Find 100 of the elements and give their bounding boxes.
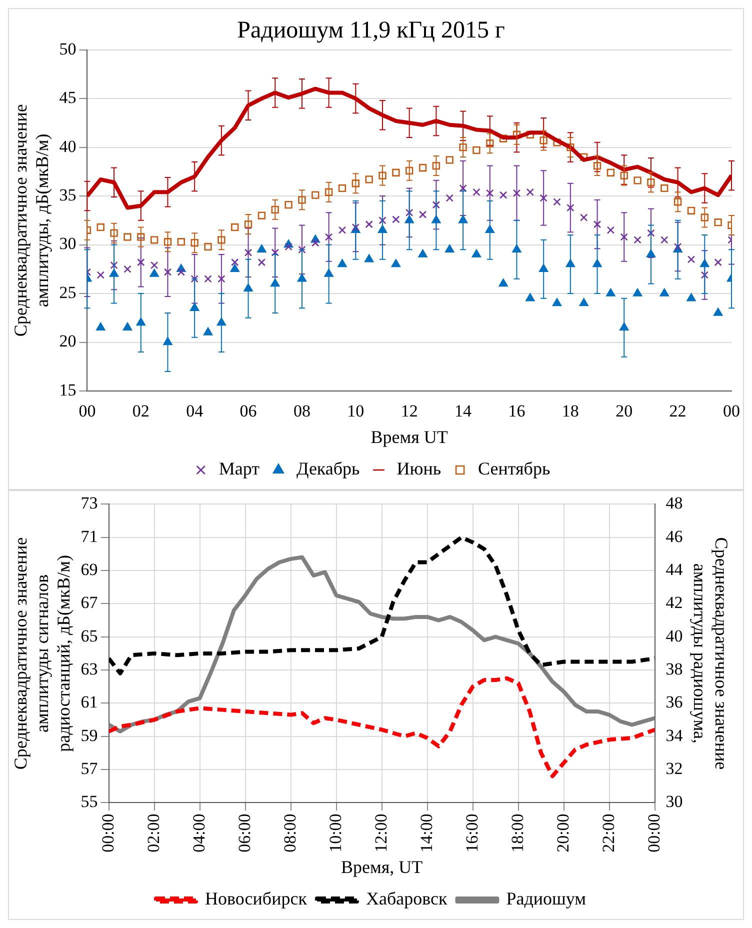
point bbox=[526, 293, 535, 302]
y-tick-label: 45 bbox=[59, 88, 76, 108]
legend-label: Радиошум bbox=[506, 888, 586, 909]
point bbox=[177, 268, 185, 276]
y2-tick-label: 36 bbox=[666, 692, 683, 712]
point bbox=[632, 288, 642, 296]
point bbox=[218, 236, 226, 244]
y-tick-label: 30 bbox=[59, 234, 76, 254]
x-tick-label: 12:00 bbox=[371, 814, 390, 852]
x-tick-label: 04:00 bbox=[189, 814, 208, 852]
x-tick-label: 00 bbox=[723, 402, 740, 421]
point bbox=[540, 136, 548, 144]
x-tick-label: 20 bbox=[616, 402, 633, 421]
point bbox=[364, 254, 374, 262]
point bbox=[231, 258, 239, 266]
point bbox=[257, 244, 266, 253]
point bbox=[606, 288, 616, 296]
legend-label: Хабаровск bbox=[366, 888, 448, 909]
legend-label: Март bbox=[218, 458, 260, 479]
point bbox=[580, 214, 588, 222]
point bbox=[338, 184, 346, 192]
point bbox=[150, 261, 158, 270]
point bbox=[634, 236, 642, 244]
point bbox=[392, 216, 400, 224]
point bbox=[552, 298, 562, 306]
point bbox=[218, 275, 226, 283]
x-tick-label: 12 bbox=[400, 402, 418, 421]
x-tick-label: 04 bbox=[186, 402, 204, 421]
point bbox=[271, 248, 279, 256]
point bbox=[418, 164, 427, 172]
point bbox=[203, 327, 213, 336]
y2-tick-label: 42 bbox=[666, 593, 683, 612]
point bbox=[110, 261, 118, 270]
y2-tick-label: 34 bbox=[666, 726, 684, 745]
y-tick-label: 63 bbox=[80, 659, 98, 678]
x-tick-label: 00:00 bbox=[98, 814, 118, 852]
point bbox=[190, 238, 198, 247]
x-tick-label: 00 bbox=[78, 402, 96, 421]
point bbox=[231, 223, 239, 232]
point bbox=[459, 184, 467, 192]
point bbox=[124, 233, 132, 241]
point bbox=[110, 229, 118, 237]
legend-label: Июнь bbox=[396, 458, 442, 479]
y2-axis-title: Среднеквадратичное значение амплитуды радиошума, bbox=[690, 537, 732, 770]
point bbox=[620, 172, 628, 180]
x-axis-title: Время UT bbox=[370, 426, 448, 447]
y2-tick-label: 38 bbox=[666, 659, 683, 678]
point bbox=[446, 156, 454, 164]
point bbox=[634, 176, 642, 184]
point bbox=[391, 259, 400, 268]
y-tick-label: 50 bbox=[59, 39, 76, 58]
point bbox=[297, 274, 307, 282]
point bbox=[526, 188, 534, 196]
point bbox=[124, 265, 132, 273]
x-tick-label: 16:00 bbox=[462, 814, 482, 852]
x-tick-label: 02 bbox=[132, 402, 150, 421]
y-tick-label: 73 bbox=[80, 494, 98, 513]
point bbox=[177, 238, 185, 246]
point bbox=[674, 198, 682, 206]
point bbox=[579, 298, 588, 306]
point bbox=[96, 322, 106, 331]
y2-tick-label: 44 bbox=[666, 560, 684, 579]
y-tick-label: 40 bbox=[59, 136, 76, 156]
x-tick-label: 18 bbox=[562, 402, 579, 421]
y2-tick-label: 40 bbox=[666, 626, 683, 646]
point bbox=[365, 220, 373, 228]
point bbox=[687, 256, 696, 264]
y2-tick-label: 48 bbox=[666, 494, 683, 513]
point bbox=[406, 166, 414, 175]
point bbox=[284, 200, 292, 209]
point bbox=[324, 233, 333, 241]
y-axis-title: Среднеквадратичное значение амплитуды сигналов радиостанций, дБ(мкВ/м) bbox=[10, 537, 74, 770]
point bbox=[620, 233, 628, 241]
point bbox=[406, 208, 414, 216]
point bbox=[499, 191, 508, 199]
y-tick-label: 61 bbox=[80, 692, 98, 712]
x-tick-label: 22 bbox=[669, 402, 686, 421]
point bbox=[258, 258, 266, 266]
point bbox=[137, 233, 145, 241]
point bbox=[338, 226, 346, 234]
point bbox=[486, 140, 494, 148]
point bbox=[122, 322, 132, 331]
point bbox=[714, 258, 722, 266]
point bbox=[660, 236, 668, 244]
point bbox=[606, 226, 615, 234]
point bbox=[472, 188, 480, 196]
y-tick-label: 15 bbox=[59, 380, 76, 400]
y-tick-label: 20 bbox=[59, 332, 76, 351]
y-tick-label: 65 bbox=[80, 626, 98, 646]
point bbox=[714, 218, 722, 226]
point bbox=[686, 293, 696, 302]
y-tick-label: 57 bbox=[80, 758, 98, 778]
point bbox=[230, 264, 240, 272]
y2-tick-label: 46 bbox=[666, 526, 683, 546]
point bbox=[352, 180, 360, 188]
x-tick-label: 10 bbox=[347, 402, 364, 421]
point bbox=[298, 246, 306, 254]
x-tick-label: 16 bbox=[508, 402, 526, 421]
y-tick-label: 71 bbox=[80, 526, 98, 546]
point bbox=[647, 178, 655, 186]
